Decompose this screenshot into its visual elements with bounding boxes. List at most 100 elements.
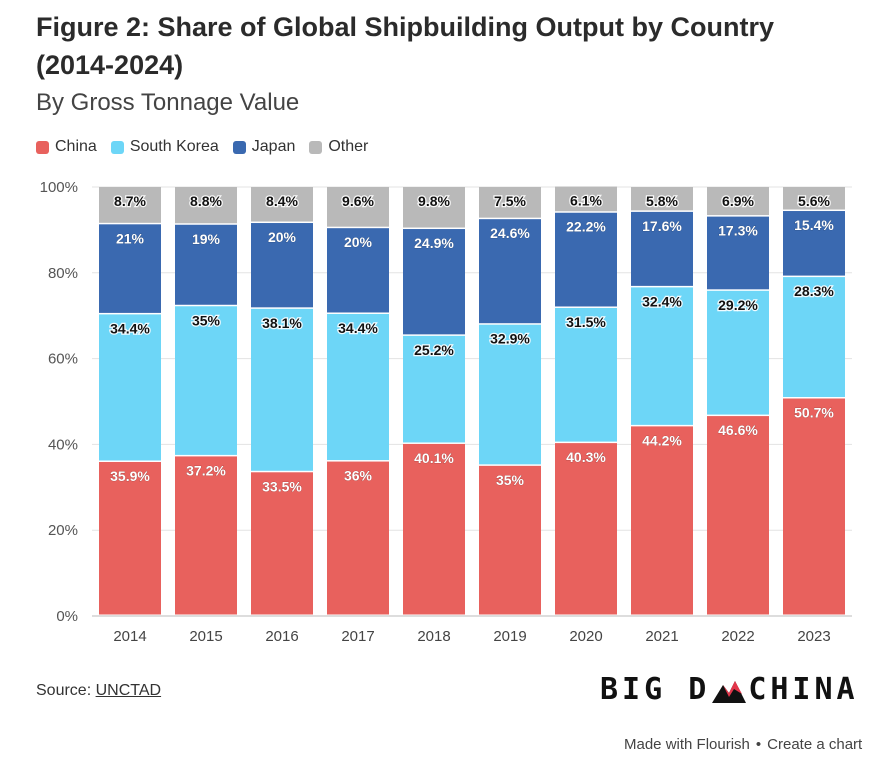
data-label: 17.6%	[642, 218, 682, 234]
x-tick-label: 2014	[113, 628, 146, 645]
y-tick-label: 60%	[48, 351, 78, 368]
bar-south-korea[interactable]	[555, 307, 617, 442]
data-label: 29.2%	[718, 297, 758, 313]
bar-south-korea[interactable]	[99, 314, 161, 461]
data-label: 33.5%	[262, 478, 302, 494]
legend-item-japan[interactable]: Japan	[232, 138, 295, 156]
legend: China South Korea Japan Other	[36, 138, 368, 156]
data-label: 20%	[268, 229, 297, 245]
stacked-bar-chart: 0% 20% 40% 60% 80% 100% 35.9% 34.4% 21% 8.7% 2014 3…	[40, 179, 852, 645]
source-link[interactable]: UNCTAD	[95, 682, 162, 699]
legend-swatch-japan	[232, 140, 246, 154]
bar-other[interactable]	[631, 187, 693, 211]
data-label: 24.6%	[490, 225, 530, 241]
bar-japan[interactable]	[403, 229, 465, 335]
bar-other[interactable]	[707, 187, 769, 216]
data-label: 15.4%	[794, 217, 834, 233]
data-label: 50.7%	[794, 404, 834, 420]
bar-japan[interactable]	[707, 216, 769, 290]
data-label: 5.8%	[646, 193, 678, 209]
data-label: 22.2%	[566, 219, 606, 235]
data-label: 36%	[344, 468, 373, 484]
bar-japan[interactable]	[479, 219, 541, 324]
legend-item-other[interactable]: Other	[309, 138, 368, 156]
data-label: 19%	[192, 231, 221, 247]
bar-south-korea[interactable]	[631, 287, 693, 425]
source-prefix: Source:	[36, 682, 96, 699]
bar-other[interactable]	[403, 187, 465, 228]
bar-japan[interactable]	[631, 211, 693, 286]
data-label: 44.2%	[642, 432, 682, 448]
bar-japan[interactable]	[327, 228, 389, 313]
data-label: 8.7%	[114, 193, 146, 209]
legend-item-china[interactable]: China	[36, 138, 97, 156]
data-label: 20%	[344, 234, 373, 250]
bar-other[interactable]	[783, 187, 845, 210]
bar-other[interactable]	[175, 187, 237, 224]
x-tick-label: 2016	[265, 628, 298, 645]
data-label: 21%	[116, 230, 145, 246]
made-with-flourish-link[interactable]: Made with Flourish	[624, 736, 750, 753]
data-label: 8.4%	[266, 193, 298, 209]
brand-text-right: CHINA	[748, 672, 859, 707]
bar-south-korea[interactable]	[707, 290, 769, 415]
data-label: 46.6%	[718, 422, 758, 438]
data-label: 28.3%	[794, 283, 834, 299]
data-label: 35.9%	[110, 468, 150, 484]
x-tick-label: 2019	[493, 628, 526, 645]
bar-south-korea[interactable]	[783, 277, 845, 397]
mountain-icon	[712, 680, 747, 703]
bar-south-korea[interactable]	[479, 324, 541, 465]
legend-label-other: Other	[328, 138, 369, 155]
bar-south-korea[interactable]	[251, 308, 313, 471]
data-label: 25.2%	[414, 342, 454, 358]
legend-swatch-china	[36, 140, 49, 154]
footer-separator: •	[755, 736, 762, 753]
bar-china[interactable]	[403, 443, 465, 615]
bar-china[interactable]	[251, 472, 313, 615]
legend-swatch-south-korea	[110, 140, 124, 154]
bar-south-korea[interactable]	[175, 306, 237, 455]
bar-japan[interactable]	[99, 224, 161, 313]
bar-other[interactable]	[555, 186, 617, 212]
y-tick-label: 40%	[48, 436, 78, 453]
bar-china[interactable]	[555, 443, 617, 615]
bar-china[interactable]	[631, 426, 693, 615]
data-label: 34.4%	[338, 320, 378, 336]
bar-other[interactable]	[327, 187, 389, 227]
bar-japan[interactable]	[251, 223, 313, 308]
bar-china[interactable]	[783, 398, 845, 615]
bar-china[interactable]	[99, 461, 161, 615]
legend-item-south-korea[interactable]: South Korea	[110, 138, 219, 156]
bar-china[interactable]	[707, 416, 769, 615]
bar-other[interactable]	[479, 187, 541, 218]
data-label: 38.1%	[262, 315, 302, 331]
data-label: 6.1%	[570, 193, 602, 209]
bar-china[interactable]	[327, 461, 389, 615]
bar-south-korea[interactable]	[327, 313, 389, 461]
data-label: 17.3%	[718, 223, 758, 239]
y-tick-label: 20%	[48, 522, 78, 539]
x-tick-label: 2023	[797, 628, 830, 645]
legend-label-china: China	[55, 138, 97, 155]
bar-china[interactable]	[175, 456, 237, 615]
data-label: 24.9%	[414, 235, 454, 251]
data-label: 7.5%	[494, 193, 526, 209]
data-label: 31.5%	[566, 314, 606, 330]
bar-japan[interactable]	[175, 224, 237, 305]
data-label: 9.6%	[342, 193, 374, 209]
data-label: 32.9%	[490, 331, 530, 347]
bar-other[interactable]	[251, 187, 313, 222]
data-label: 35%	[192, 312, 221, 328]
data-label: 6.9%	[722, 193, 754, 209]
data-label: 8.8%	[190, 193, 222, 209]
brand-text-left: BIG D	[600, 672, 711, 707]
x-tick-label: 2020	[569, 628, 602, 645]
bar-china[interactable]	[479, 465, 541, 615]
create-chart-link[interactable]: Create a chart	[767, 736, 863, 753]
data-label: 32.4%	[642, 293, 682, 309]
bar-japan[interactable]	[783, 211, 845, 276]
bar-other[interactable]	[99, 187, 161, 223]
bar-japan[interactable]	[555, 212, 617, 307]
bar-south-korea[interactable]	[403, 335, 465, 443]
